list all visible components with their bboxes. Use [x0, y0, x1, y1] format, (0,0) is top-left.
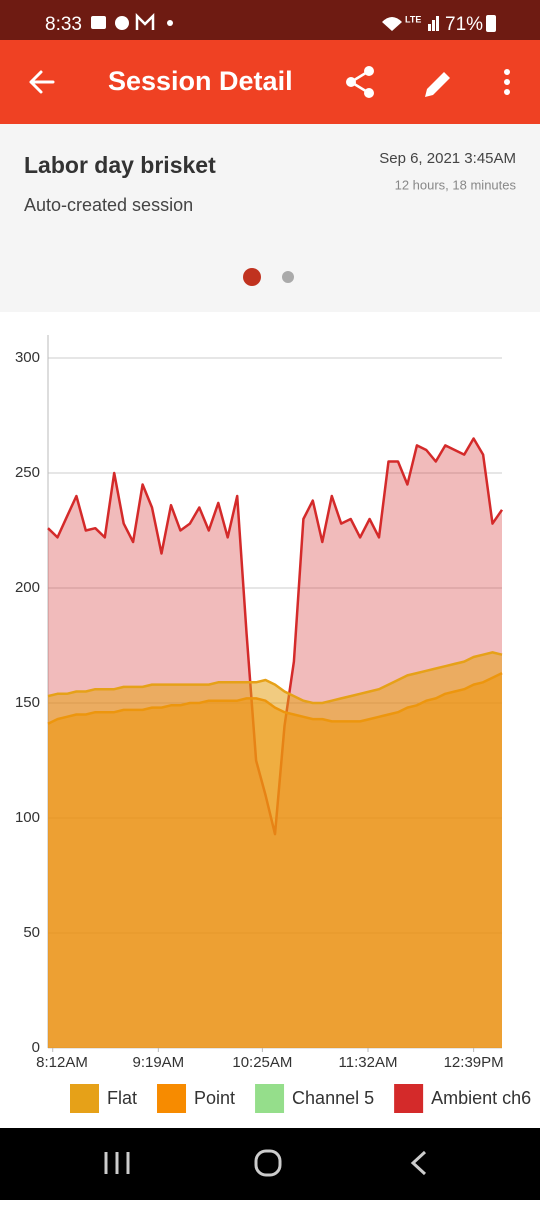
share-button[interactable] [346, 66, 374, 98]
x-tick-label: 10:25AM [232, 1054, 292, 1071]
status-bar [0, 0, 540, 40]
legend-label: Channel 5 [292, 1088, 374, 1108]
area-fill [48, 652, 502, 1048]
y-tick-label: 50 [23, 924, 40, 941]
status-time: 8:33 [45, 14, 82, 35]
session-description: Auto-created session [24, 195, 193, 215]
legend-label: Point [194, 1088, 235, 1108]
legend-swatch [70, 1084, 99, 1113]
legend-label: Ambient ch6 [431, 1088, 531, 1108]
y-tick-label: 150 [15, 694, 40, 711]
legend-swatch [157, 1084, 187, 1113]
x-tick-label: 11:32AM [339, 1054, 398, 1071]
app-bar [0, 40, 540, 124]
session-date: Sep 6, 2021 3:45AM [379, 150, 516, 167]
y-tick-label: 0 [32, 1039, 40, 1056]
chart: 0 50 100 150 200 250 300 8:12AM 9:19AM 10:25AM 11:… [15, 335, 531, 1113]
edit-button[interactable] [425, 72, 450, 97]
legend-swatch [394, 1084, 424, 1113]
status-icons [91, 12, 496, 32]
y-tick-label: 250 [15, 464, 40, 481]
session-duration: 12 hours, 18 minutes [395, 177, 517, 192]
legend-label: Flat [107, 1088, 137, 1108]
status-network: LTE [405, 14, 421, 24]
x-tick-label: 8:12AM [36, 1054, 88, 1071]
status-battery: 71% [445, 14, 483, 35]
more-button[interactable] [504, 69, 510, 95]
y-tick-label: 100 [15, 809, 40, 826]
series-line [47, 651, 503, 705]
page-dot-active[interactable] [243, 268, 261, 286]
back-nav-button[interactable] [410, 1150, 427, 1176]
y-tick-label: 300 [15, 349, 40, 366]
y-tick-label: 200 [15, 579, 40, 596]
session-card [0, 124, 540, 312]
recents-button[interactable] [104, 1152, 130, 1174]
session-name: Labor day brisket [24, 152, 216, 178]
legend-swatch [255, 1084, 285, 1113]
x-tick-label: 9:19AM [132, 1054, 184, 1071]
home-button[interactable] [254, 1149, 282, 1177]
app-title: Session Detail [108, 66, 293, 96]
x-tick-label: 12:39PM [444, 1054, 504, 1071]
nav-bar [0, 1128, 540, 1200]
page-dot[interactable] [282, 271, 294, 283]
back-button[interactable] [29, 70, 55, 94]
